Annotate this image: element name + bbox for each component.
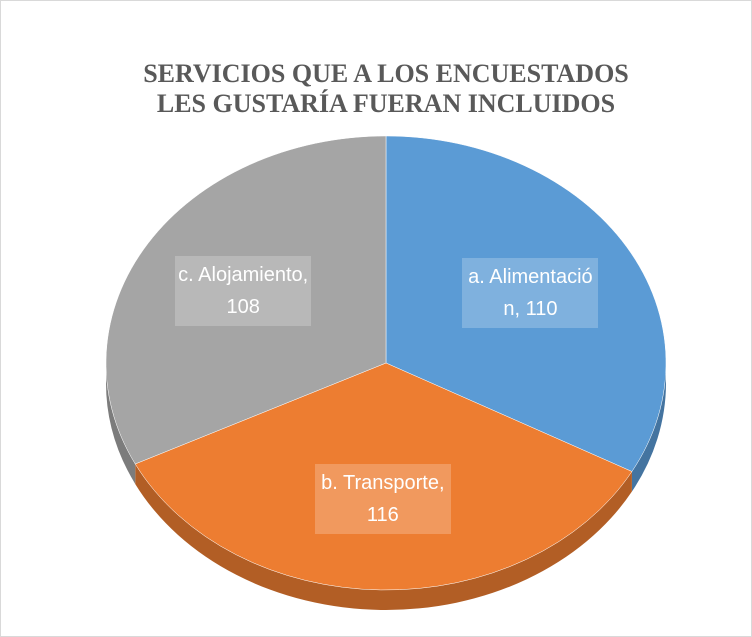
slice — [134, 362, 633, 591]
chart-title: SERVICIOS QUE A LOS ENCUESTADOS LES GUST… — [143, 59, 629, 118]
slice — [385, 135, 667, 472]
slice-side — [135, 463, 632, 610]
data-label: b. Transporte, 116 — [314, 464, 451, 535]
slice — [105, 135, 387, 465]
data-label: c. Alojamiento, 108 — [175, 256, 312, 327]
data-label: a. Alimentación, 110 — [462, 258, 599, 329]
slice-side — [106, 363, 136, 484]
slice-side — [631, 363, 666, 492]
